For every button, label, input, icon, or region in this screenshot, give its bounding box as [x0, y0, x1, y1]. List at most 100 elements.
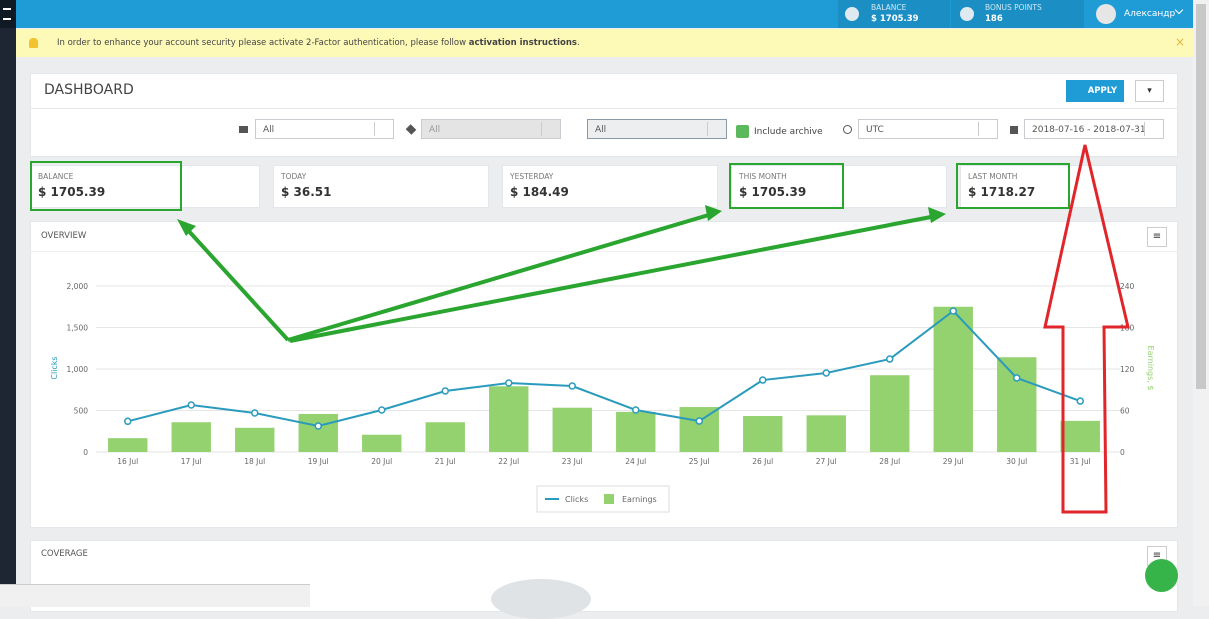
stat-label: YESTERDAY: [510, 172, 554, 181]
x-tick-label: 17 Jul: [181, 457, 202, 466]
x-tick-label: 28 Jul: [879, 457, 900, 466]
date-range[interactable]: 2018-07-16 - 2018-07-31: [1024, 119, 1164, 139]
bar: [108, 438, 148, 452]
point: [505, 379, 513, 387]
filter-toggle[interactable]: ▾: [1135, 80, 1164, 102]
stat-value: $ 1705.39: [38, 185, 106, 199]
stat-value: $ 1705.39: [739, 185, 807, 199]
bar: [235, 427, 275, 452]
point: [695, 417, 703, 425]
scrollbar[interactable]: [1193, 0, 1209, 606]
bar: [171, 422, 211, 452]
bar: [298, 413, 338, 452]
x-tick-label: 22 Jul: [498, 457, 519, 466]
x-tick-label: 21 Jul: [435, 457, 456, 466]
stat-card: BALANCE $ 1705.39: [30, 165, 260, 208]
x-tick-label: 19 Jul: [308, 457, 329, 466]
coin-icon: [845, 7, 859, 21]
point: [124, 417, 132, 426]
x-tick-label: 25 Jul: [689, 457, 710, 466]
calendar-icon: [1010, 126, 1018, 134]
point: [1076, 397, 1084, 405]
point: [632, 406, 640, 414]
menu-button[interactable]: [0, 0, 16, 28]
point: [187, 401, 195, 409]
stat-label: BALANCE: [38, 172, 74, 181]
bonus-label: BONUS POINTS: [985, 3, 1042, 12]
highlight-box: [956, 163, 1070, 209]
x-tick-label: 24 Jul: [625, 457, 646, 466]
y2-tick-label: 60: [1120, 407, 1130, 416]
divider: [31, 251, 1177, 252]
legend-label: Clicks: [565, 495, 588, 504]
x-tick-label: 20 Jul: [371, 457, 392, 466]
chart-menu[interactable]: ≡: [1147, 227, 1167, 247]
banner-close[interactable]: ×: [1175, 35, 1186, 49]
point: [441, 387, 449, 395]
overview-title: OVERVIEW: [41, 231, 87, 241]
coverage-title: COVERAGE: [41, 549, 88, 559]
point: [378, 406, 386, 414]
dashboard-panel: DASHBOARD APPLY ▾: [30, 73, 1178, 157]
balance-block[interactable]: BALANCE $ 1705.39: [838, 0, 950, 28]
stat-value: $ 184.49: [510, 185, 569, 199]
balance-value: $ 1705.39: [871, 14, 919, 24]
archive-label[interactable]: Include archive: [754, 127, 823, 137]
banner-text: In order to enhance your account securit…: [57, 38, 580, 48]
bonus-value: 186: [985, 14, 1003, 24]
select-1[interactable]: All: [255, 119, 394, 139]
bar: [616, 411, 656, 452]
bar: [362, 434, 402, 452]
chat-button[interactable]: [1145, 559, 1178, 592]
red-arrow: [1043, 144, 1130, 514]
sidebar[interactable]: [0, 0, 16, 606]
user-name[interactable]: Александр: [1124, 9, 1176, 19]
stat-value: $ 36.51: [281, 185, 332, 199]
y2-tick-label: 240: [1120, 282, 1135, 291]
security-banner: In order to enhance your account securit…: [16, 29, 1193, 57]
x-tick-label: 27 Jul: [816, 457, 837, 466]
dashboard-title: DASHBOARD: [44, 82, 134, 98]
x-tick-label: 29 Jul: [943, 457, 964, 466]
avatar[interactable]: [1096, 4, 1116, 24]
green-arrows: [184, 212, 937, 343]
bonus-block[interactable]: BONUS POINTS 186: [951, 0, 1084, 28]
timezone-select[interactable]: UTC: [858, 119, 998, 139]
bar: [933, 306, 973, 452]
bar: [1060, 420, 1100, 452]
arrow-heads: [177, 205, 946, 236]
stat-card: YESTERDAY $ 184.49: [502, 165, 718, 208]
select-2[interactable]: All: [421, 119, 561, 139]
divider: [31, 108, 1177, 109]
x-tick-label: 23 Jul: [562, 457, 583, 466]
stat-label: LAST MONTH: [968, 172, 1018, 181]
point: [886, 355, 894, 363]
bar: [870, 375, 910, 452]
point: [1013, 374, 1021, 382]
legend-swatch: [604, 494, 614, 504]
highlight-box: [729, 163, 844, 209]
point: [568, 382, 576, 390]
y-tick-label: 0: [83, 448, 88, 457]
banner-link[interactable]: activation instructions: [468, 38, 577, 48]
stat-card: THIS MONTH $ 1705.39: [731, 165, 947, 208]
bar: [743, 416, 783, 452]
y2-axis-title: Earnings, $: [1146, 346, 1155, 391]
horizontal-scrollbar[interactable]: [0, 584, 310, 607]
x-tick-label: 18 Jul: [244, 457, 265, 466]
bell-icon: [29, 38, 38, 48]
line: [127, 309, 1081, 428]
point: [759, 376, 767, 384]
apply-button[interactable]: APPLY: [1066, 80, 1124, 102]
point: [251, 409, 259, 417]
stat-label: TODAY: [281, 172, 307, 181]
banner-end: .: [576, 38, 580, 48]
x-tick-label: 31 Jul: [1070, 457, 1091, 466]
bar: [997, 357, 1037, 452]
archive-checkbox[interactable]: [736, 125, 749, 138]
stat-label: THIS MONTH: [739, 172, 787, 181]
select-3[interactable]: All: [587, 119, 727, 139]
highlight-box: [30, 161, 182, 211]
y2-tick-label: 0: [1120, 448, 1125, 457]
